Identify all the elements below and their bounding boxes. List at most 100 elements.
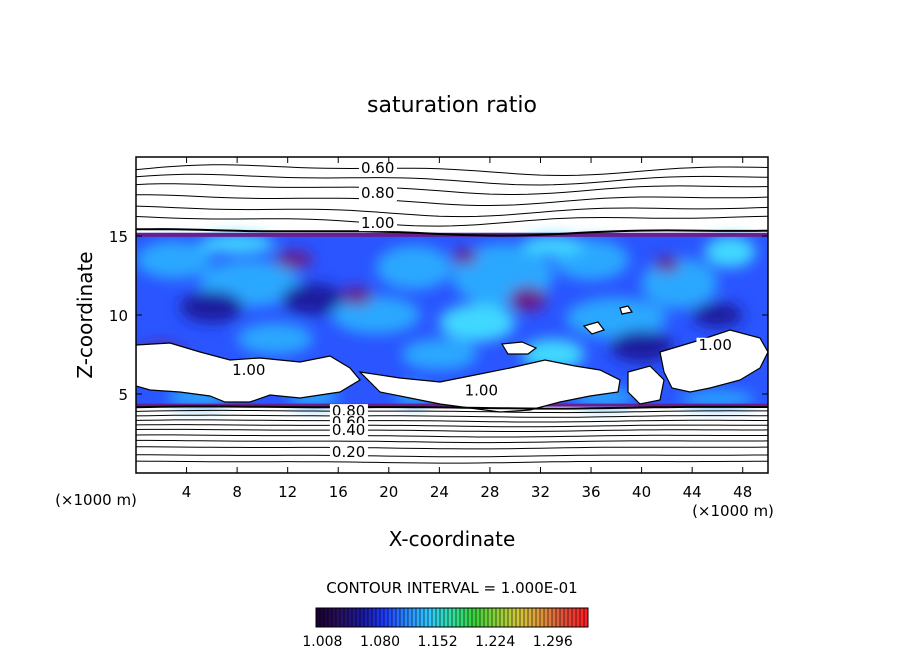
contour-lines (136, 164, 768, 464)
subsaturated-pocket (619, 305, 633, 315)
field-blob (331, 296, 421, 334)
contour-line-lower (136, 409, 768, 414)
subsaturated-pocket (627, 365, 665, 405)
contour-label-bg (358, 216, 397, 232)
colorbar-stripe (448, 608, 452, 627)
colorbar-stripe (348, 608, 352, 627)
field-blob (439, 303, 516, 342)
field-blob (180, 291, 244, 323)
contour-label-bg (358, 160, 397, 176)
field-blob (704, 236, 756, 268)
contour-label: 1.00 (361, 214, 394, 232)
colorbar-stripe (388, 608, 392, 627)
colorbar-stripe (400, 608, 404, 627)
colorbar-stripe (488, 608, 492, 627)
colorbar-stripe (548, 608, 552, 627)
colorbar-stripe (352, 608, 356, 627)
colorbar-tick-label: 1.152 (418, 634, 458, 650)
field-blob (508, 286, 547, 312)
field-blob (136, 240, 212, 279)
colorbar-stripe (368, 608, 372, 627)
colorbar-stripe (408, 608, 412, 627)
contour-label-bg (358, 186, 397, 202)
field-blob (199, 234, 276, 254)
field-blob (521, 236, 585, 255)
colorbar-stripe (356, 608, 360, 627)
colorbar-stripe (560, 608, 564, 627)
x-tick-label: 40 (632, 483, 651, 501)
colorbar-stripe (432, 608, 436, 627)
contour-label-bg (462, 383, 501, 399)
contour-label-bg (329, 423, 368, 439)
colorbar-stripe (428, 608, 432, 627)
plot-area (136, 157, 768, 473)
field-blob (237, 322, 313, 355)
colorbar-stripe (380, 608, 384, 627)
colorbar-tick-labels: 1.008 1.080 1.152 1.224 1.296 (302, 634, 573, 650)
contour-line-lower (136, 434, 768, 438)
contour-line-lower (136, 446, 768, 450)
colorbar-stripe (440, 608, 444, 627)
subsaturated-pocket (659, 329, 768, 393)
colorbar-stripe (456, 608, 460, 627)
contour-line-upper (136, 205, 768, 218)
y-tick-label: 15 (109, 228, 128, 246)
field-blob (342, 286, 373, 306)
colorbar-stripe (524, 608, 528, 627)
colorbar-stripe (564, 608, 568, 627)
colorbar-stripe (568, 608, 572, 627)
contour-label-bg (230, 363, 269, 379)
colorbar-stripe (452, 608, 456, 627)
contour-line-upper (136, 215, 768, 227)
colorbar-stripe (324, 608, 328, 627)
x-tick-label: 16 (329, 483, 348, 501)
colorbar-stripe (500, 608, 504, 627)
contour-line-lower (136, 414, 768, 418)
contour-label: 0.80 (361, 184, 394, 202)
x-tick-label: 4 (182, 483, 192, 501)
contour-label: 1.00 (465, 382, 498, 400)
x-tick-label: 48 (733, 483, 752, 501)
x-tick-label: 36 (581, 483, 600, 501)
contour-label: 0.60 (361, 159, 394, 177)
contour-line-lower (136, 424, 768, 428)
colorbar-tick-label: 1.080 (360, 634, 400, 650)
colorbar-stripe (384, 608, 388, 627)
colorbar-stripe (572, 608, 576, 627)
x-tick-label: 12 (278, 483, 297, 501)
contour-line-upper (136, 194, 768, 206)
colorbar-stripe (576, 608, 580, 627)
colorbar: 1.008 1.080 1.152 1.224 1.296 (302, 607, 589, 650)
x-tick-label: 20 (379, 483, 398, 501)
colorbar-stripe (544, 608, 548, 627)
x-unit-left: (×1000 m) (55, 491, 137, 509)
colorbar-stripe (464, 608, 468, 627)
colorbar-frame (315, 607, 589, 628)
y-tick-label: 10 (109, 307, 128, 325)
colorbar-stripe (320, 608, 324, 627)
field-blob (401, 338, 478, 371)
colorbar-stripe (424, 608, 428, 627)
contour-line-upper (136, 173, 768, 186)
colorbar-stripe (328, 608, 332, 627)
contour-labels: 0.600.801.001.001.001.000.800.600.400.20 (230, 159, 735, 461)
saturation-field (136, 232, 768, 407)
field-blob (275, 250, 313, 270)
colorbar-stripe (392, 608, 396, 627)
colorbar-stripe (436, 608, 440, 627)
field-blob (452, 248, 478, 265)
colorbar-stripe (536, 608, 540, 627)
colorbar-stripe (480, 608, 484, 627)
colorbar-stripe (552, 608, 556, 627)
field-blob (692, 302, 743, 328)
x-tick-label: 32 (531, 483, 550, 501)
colorbar-stripe (404, 608, 408, 627)
colorbar-tick-label: 1.296 (533, 634, 573, 650)
colorbar-stripe (556, 608, 560, 627)
contour-line-lower (136, 428, 768, 432)
colorbar-tick-label: 1.008 (302, 634, 342, 650)
x-unit-right: (×1000 m) (692, 502, 774, 520)
contour-line-lower (136, 439, 768, 444)
contour-label-bg (329, 445, 368, 461)
